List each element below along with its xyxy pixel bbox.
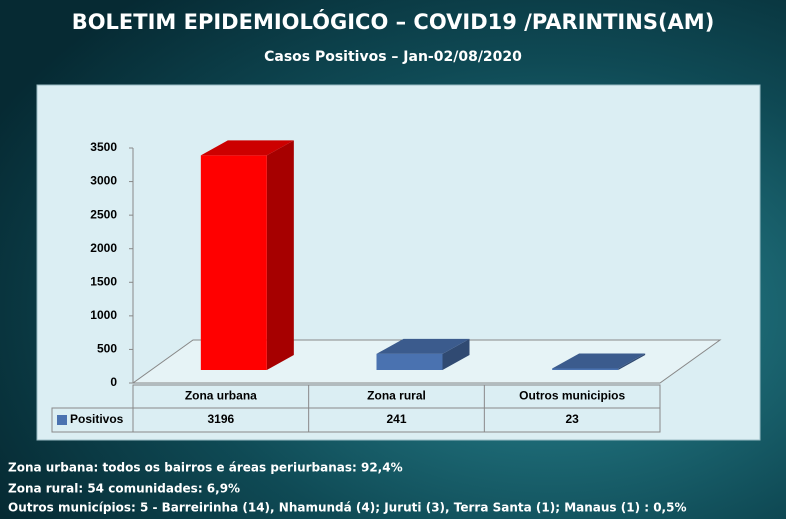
- y-tick-label: 2500: [90, 207, 117, 221]
- subtitle: Casos Positivos – Jan-02/08/2020: [264, 49, 522, 65]
- y-tick-label: 3000: [90, 174, 117, 188]
- bar: [376, 353, 443, 370]
- y-tick-label: 2000: [90, 241, 117, 255]
- bar: [200, 155, 267, 370]
- table-value: 23: [565, 412, 579, 426]
- y-tick-label: 500: [97, 342, 117, 356]
- legend-label: Positivos: [70, 412, 124, 426]
- bar: [552, 368, 619, 370]
- x-tick-label: Outros municipios: [519, 389, 625, 403]
- table-value: 3196: [207, 412, 234, 426]
- chart-area: [36, 84, 761, 441]
- x-tick-label: Zona urbana: [185, 389, 257, 403]
- title: BOLETIM EPIDEMIOLÓGICO – COVID19 /PARINT…: [72, 9, 715, 34]
- y-tick-label: 1000: [90, 308, 117, 322]
- x-tick-label: Zona rural: [367, 389, 426, 403]
- legend-key: [57, 415, 67, 425]
- y-tick-label: 0: [110, 375, 117, 389]
- bar-side: [618, 353, 646, 370]
- table-value: 241: [386, 412, 406, 426]
- table-label-cell: [51, 407, 134, 433]
- y-tick-label: 1500: [90, 274, 117, 288]
- bar-side: [266, 140, 294, 370]
- note: Zona rural: 54 comunidades: 6,9%: [8, 482, 240, 496]
- bar-top: [552, 353, 646, 369]
- note: Zona urbana: todos os bairros e áreas pe…: [8, 461, 403, 475]
- note: Outros municípios: 5 - Barreirinha (14),…: [8, 501, 687, 515]
- y-tick-label: 3500: [90, 140, 117, 154]
- bar-top: [200, 140, 294, 156]
- bar-top: [376, 338, 470, 354]
- bar-side: [442, 338, 470, 370]
